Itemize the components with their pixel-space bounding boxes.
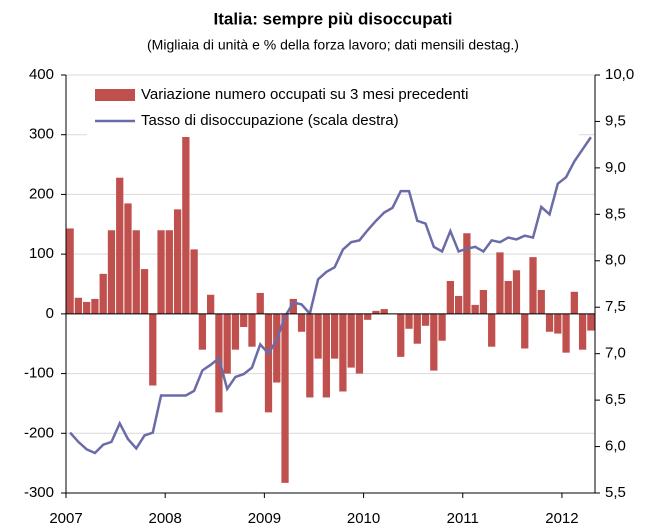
bar bbox=[91, 298, 99, 314]
bar bbox=[297, 313, 306, 332]
y-tick-label: -100 bbox=[24, 365, 54, 382]
bar bbox=[322, 313, 331, 398]
bar bbox=[529, 257, 537, 314]
legend-label: Tasso di disoccupazione (scala destra) bbox=[141, 112, 399, 129]
bar bbox=[306, 313, 314, 398]
y-tick-label: 200 bbox=[29, 185, 54, 202]
bar bbox=[397, 313, 405, 357]
bar bbox=[240, 313, 248, 327]
bar bbox=[463, 233, 471, 314]
chart-title: Italia: sempre più disoccupati bbox=[213, 9, 452, 28]
bar bbox=[570, 291, 578, 314]
bar bbox=[488, 313, 496, 347]
bar bbox=[545, 313, 554, 332]
bar bbox=[248, 313, 256, 347]
bar bbox=[372, 310, 380, 314]
bar bbox=[314, 313, 322, 359]
bar bbox=[207, 294, 215, 314]
y2-tick-label: 6,0 bbox=[605, 438, 626, 455]
bar bbox=[446, 281, 454, 314]
bar bbox=[355, 313, 364, 374]
x-tick-label: 2007 bbox=[49, 510, 82, 527]
bar bbox=[165, 230, 173, 314]
bar bbox=[256, 292, 264, 314]
bar bbox=[537, 289, 545, 314]
bar bbox=[173, 209, 182, 314]
y2-tick-label: 7,0 bbox=[605, 345, 626, 362]
y-tick-label: -300 bbox=[24, 484, 54, 501]
y-tick-label: 0 bbox=[46, 305, 54, 322]
bar bbox=[149, 313, 157, 386]
bar bbox=[281, 313, 289, 483]
bar bbox=[587, 313, 595, 331]
y2-tick-label: 10,0 bbox=[605, 66, 634, 83]
bar bbox=[554, 313, 562, 334]
bar bbox=[347, 313, 355, 368]
bar bbox=[430, 313, 438, 371]
y2-tick-label: 9,0 bbox=[605, 159, 626, 176]
bar bbox=[124, 203, 132, 314]
line bbox=[69, 136, 592, 455]
bar bbox=[273, 313, 281, 383]
x-tick-label: 2009 bbox=[248, 510, 281, 527]
bar bbox=[190, 249, 198, 314]
x-tick-label: 2011 bbox=[447, 510, 479, 527]
legend-label: Variazione numero occupati su 3 mesi pre… bbox=[141, 86, 468, 103]
bar bbox=[74, 297, 83, 314]
bar bbox=[83, 301, 91, 314]
bar bbox=[504, 281, 512, 314]
y2-tick-label: 8,0 bbox=[605, 252, 626, 269]
bar bbox=[512, 270, 521, 314]
bar bbox=[454, 295, 463, 314]
y2-tick-label: 5,5 bbox=[605, 484, 626, 501]
bar bbox=[116, 177, 124, 314]
bar bbox=[479, 289, 488, 314]
bar bbox=[289, 298, 297, 314]
bar bbox=[471, 304, 479, 314]
bar bbox=[66, 228, 74, 314]
legend-swatch bbox=[95, 89, 135, 101]
bar bbox=[99, 273, 107, 314]
x-tick-label: 2010 bbox=[347, 510, 380, 527]
bar bbox=[339, 313, 347, 392]
bar bbox=[521, 313, 529, 349]
bar bbox=[364, 313, 372, 320]
bar bbox=[496, 252, 504, 314]
bar bbox=[264, 313, 273, 413]
bar bbox=[578, 313, 587, 350]
bar bbox=[421, 313, 430, 326]
x-tick-label: 2012 bbox=[545, 510, 578, 527]
bar bbox=[413, 313, 421, 344]
y-tick-label: 100 bbox=[29, 245, 54, 262]
bar bbox=[438, 313, 446, 341]
y2-tick-label: 6,5 bbox=[605, 391, 626, 408]
y-tick-label: 300 bbox=[29, 126, 54, 143]
bar bbox=[198, 313, 207, 350]
bar bbox=[107, 230, 116, 314]
bar bbox=[132, 230, 140, 314]
bar bbox=[405, 313, 413, 329]
bar bbox=[562, 313, 570, 353]
chart-subtitle: (Migliaia di unità e % della forza lavor… bbox=[147, 37, 519, 53]
bar bbox=[223, 313, 231, 374]
y-tick-label: -200 bbox=[24, 424, 54, 441]
y2-tick-label: 9,5 bbox=[605, 112, 626, 129]
bar bbox=[157, 230, 165, 314]
bar bbox=[215, 313, 223, 413]
y2-tick-label: 7,5 bbox=[605, 298, 626, 315]
bar bbox=[380, 309, 388, 314]
bar bbox=[182, 136, 190, 314]
y2-tick-label: 8,5 bbox=[605, 205, 626, 222]
y-tick-label: 400 bbox=[29, 66, 54, 83]
bar bbox=[231, 313, 240, 350]
bar bbox=[140, 269, 149, 314]
bar bbox=[330, 313, 339, 359]
legend-box bbox=[87, 79, 579, 137]
x-tick-label: 2008 bbox=[149, 510, 182, 527]
